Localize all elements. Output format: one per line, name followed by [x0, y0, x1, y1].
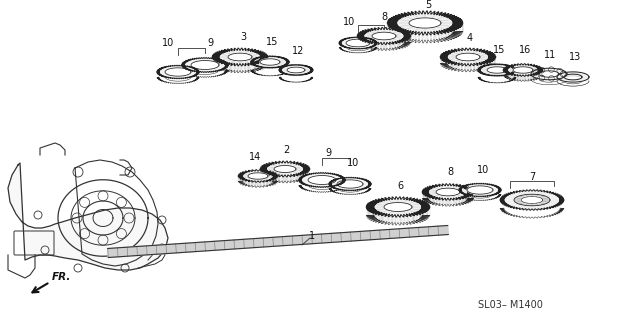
Text: 5: 5 [425, 0, 431, 10]
Text: 10: 10 [343, 17, 355, 27]
Polygon shape [191, 60, 219, 69]
Text: 4: 4 [467, 33, 473, 43]
Polygon shape [372, 32, 396, 40]
Polygon shape [366, 197, 430, 217]
Polygon shape [384, 203, 412, 211]
Polygon shape [478, 64, 516, 76]
Polygon shape [299, 173, 346, 188]
Text: 2: 2 [283, 145, 289, 155]
Text: 11: 11 [544, 50, 556, 60]
Text: SL03– M1400: SL03– M1400 [478, 300, 543, 310]
Polygon shape [274, 165, 296, 173]
Polygon shape [329, 177, 371, 191]
Text: 3: 3 [240, 32, 246, 42]
Polygon shape [459, 183, 501, 197]
Text: 12: 12 [292, 46, 304, 56]
Text: 1: 1 [309, 231, 315, 241]
Polygon shape [238, 169, 278, 182]
Polygon shape [279, 65, 313, 75]
Polygon shape [409, 18, 441, 28]
Text: 7: 7 [529, 172, 535, 182]
Polygon shape [456, 53, 480, 61]
Polygon shape [531, 68, 567, 80]
Polygon shape [514, 194, 550, 206]
Polygon shape [8, 163, 168, 270]
Polygon shape [521, 197, 543, 204]
Polygon shape [346, 39, 370, 47]
Polygon shape [337, 180, 363, 188]
Text: 15: 15 [266, 37, 278, 47]
Polygon shape [165, 68, 191, 76]
Polygon shape [467, 186, 493, 194]
Polygon shape [557, 72, 589, 82]
Polygon shape [228, 53, 252, 61]
Polygon shape [503, 64, 543, 76]
Polygon shape [182, 58, 228, 73]
Text: 13: 13 [569, 52, 581, 62]
Text: 9: 9 [207, 38, 213, 48]
Polygon shape [357, 27, 411, 45]
Polygon shape [212, 48, 268, 66]
Polygon shape [436, 188, 460, 196]
Polygon shape [287, 67, 305, 73]
Polygon shape [487, 67, 507, 73]
Polygon shape [260, 161, 310, 177]
Polygon shape [422, 184, 474, 200]
Text: 14: 14 [249, 152, 261, 162]
Polygon shape [248, 173, 268, 179]
Polygon shape [500, 190, 564, 210]
Text: 10: 10 [477, 165, 489, 175]
Text: 15: 15 [493, 45, 505, 55]
Polygon shape [157, 65, 199, 79]
Polygon shape [440, 48, 496, 66]
Text: 6: 6 [397, 181, 403, 191]
Text: 9: 9 [325, 148, 331, 158]
Polygon shape [513, 67, 533, 73]
Text: 16: 16 [519, 45, 531, 55]
Polygon shape [339, 37, 377, 49]
Polygon shape [251, 56, 289, 68]
Text: 10: 10 [347, 158, 359, 168]
Text: 8: 8 [447, 167, 453, 177]
Polygon shape [260, 59, 280, 65]
Polygon shape [108, 225, 448, 258]
Polygon shape [387, 11, 463, 35]
Polygon shape [308, 176, 336, 184]
Text: FR.: FR. [52, 272, 72, 282]
Text: 8: 8 [381, 12, 387, 22]
Text: 10: 10 [162, 38, 174, 48]
